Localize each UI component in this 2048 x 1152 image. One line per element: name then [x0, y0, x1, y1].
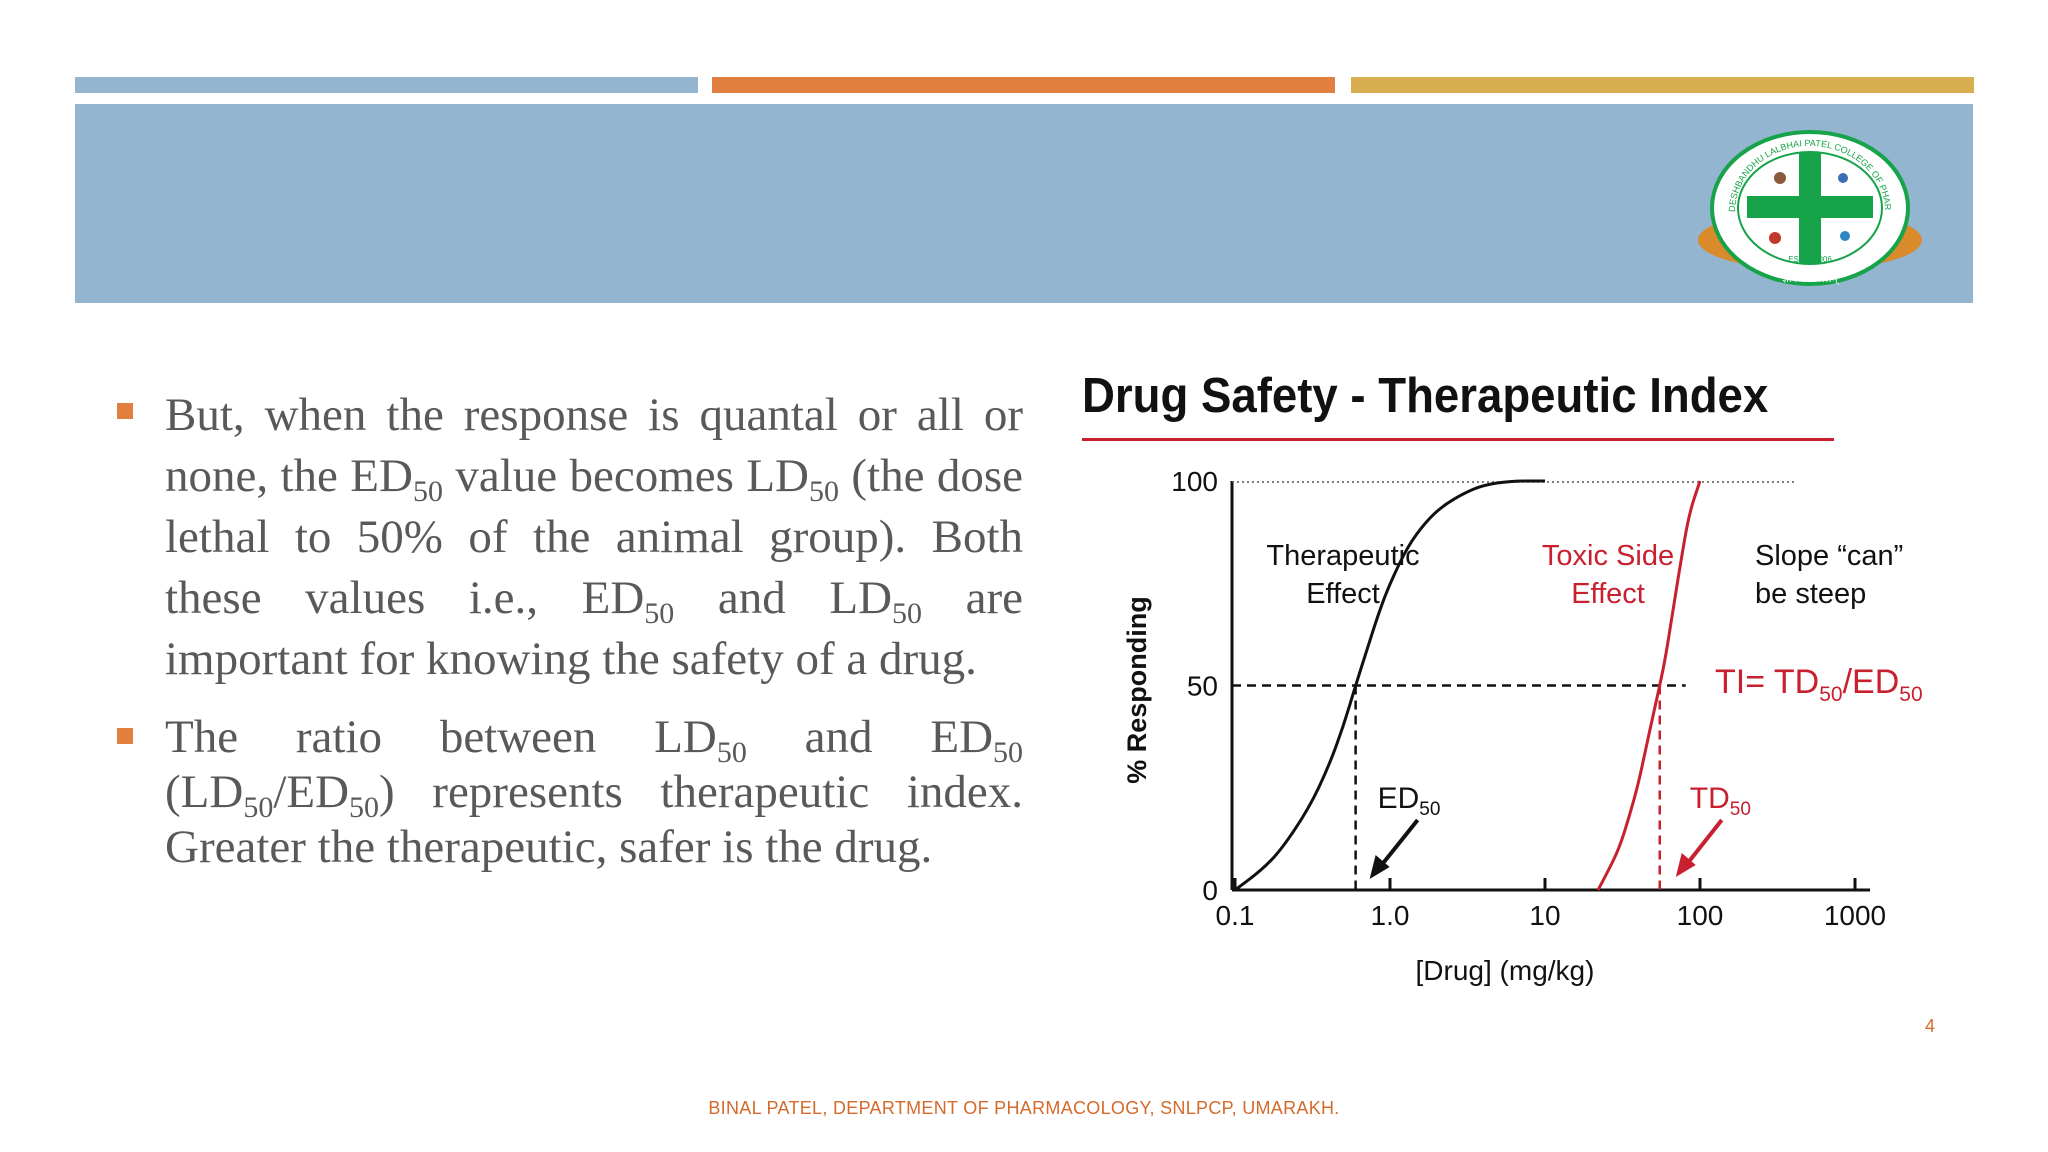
subscript: 50 [412, 475, 443, 508]
therapeutic-index-formula: TI= TD50/ED50 [1715, 663, 1923, 706]
ed50-arrowhead [1369, 855, 1390, 879]
bullet-item: But, when the response is quantal or all… [115, 385, 1023, 690]
page-number: 4 [1924, 1016, 1935, 1036]
college-logo: DESHBANDHU LALBHAI PATEL COLLEGE OF PHAR… [1695, 130, 1922, 286]
ed50-arrow [1380, 818, 1420, 867]
logo-cross-bar [1747, 196, 1873, 218]
subscript: 50 [349, 791, 380, 824]
subscript: 50 [809, 475, 839, 508]
y-tick-label: 50 [1187, 671, 1218, 702]
y-tick-label: 0 [1202, 875, 1218, 906]
y-tick-label: 100 [1171, 466, 1218, 497]
ed50-label: ED50 [1378, 782, 1441, 820]
chart-title-underline [1082, 438, 1834, 441]
td50-label: TD50 [1690, 782, 1751, 820]
x-tick-label: 0.1 [1216, 900, 1255, 931]
slope-note-label: Slope “can” [1755, 540, 1903, 572]
accent-stripe-blue [75, 77, 698, 93]
footer-credit: BINAL PATEL, DEPARTMENT OF PHARMACOLOGY,… [708, 1098, 1340, 1118]
x-tick-label: 1000 [1824, 900, 1886, 931]
therapeutic-effect-label: Therapeutic [1266, 540, 1419, 572]
x-tick-label: 100 [1677, 900, 1724, 931]
toxic-effect-curve [1596, 480, 1702, 891]
subscript: 50 [243, 791, 274, 824]
toxic-side-effect-label: Toxic Side [1542, 540, 1674, 572]
y-axis-label: % Responding [1122, 596, 1152, 784]
td50-arrowhead [1675, 853, 1696, 877]
subscript: 50 [716, 736, 747, 769]
slope-note-label: be steep [1755, 578, 1866, 610]
x-axis-label: [Drug] (mg/kg) [1416, 955, 1595, 986]
therapeutic-effect-curve [1234, 479, 1545, 892]
accent-stripe-orange [712, 77, 1335, 93]
td50-arrow [1686, 818, 1724, 865]
therapeutic-index-chart: % Responding [Drug] (mg/kg) 0.1 1.0 10 100 1… [1122, 466, 1923, 986]
logo-established: ESTD. 2006 [1788, 255, 1832, 264]
x-tick-label: 1.0 [1371, 900, 1410, 931]
bullet-text: The ratio between LD50 and ED50 (LD50/ED… [165, 711, 1024, 873]
chart-title: Drug Safety - Therapeutic Index [1082, 369, 1769, 423]
toxic-side-effect-label: Effect [1571, 578, 1645, 610]
header-band [75, 104, 1973, 303]
x-tick-label: 10 [1529, 900, 1560, 931]
logo-motto: ज्ञानं परमं बलम् [1782, 273, 1839, 285]
bullet-list: But, when the response is quantal or all… [115, 385, 1023, 895]
bullet-marker [117, 728, 133, 744]
therapeutic-effect-label: Effect [1306, 578, 1380, 610]
bullet-text: But, when the response is quantal or all… [165, 389, 1023, 685]
subscript: 50 [644, 597, 675, 630]
accent-stripe-gold [1351, 77, 1974, 93]
bullet-item: The ratio between LD50 and ED50 (LD50/ED… [115, 710, 1023, 875]
subscript: 50 [993, 736, 1024, 769]
subscript: 50 [892, 597, 923, 630]
bullet-marker [117, 403, 133, 419]
